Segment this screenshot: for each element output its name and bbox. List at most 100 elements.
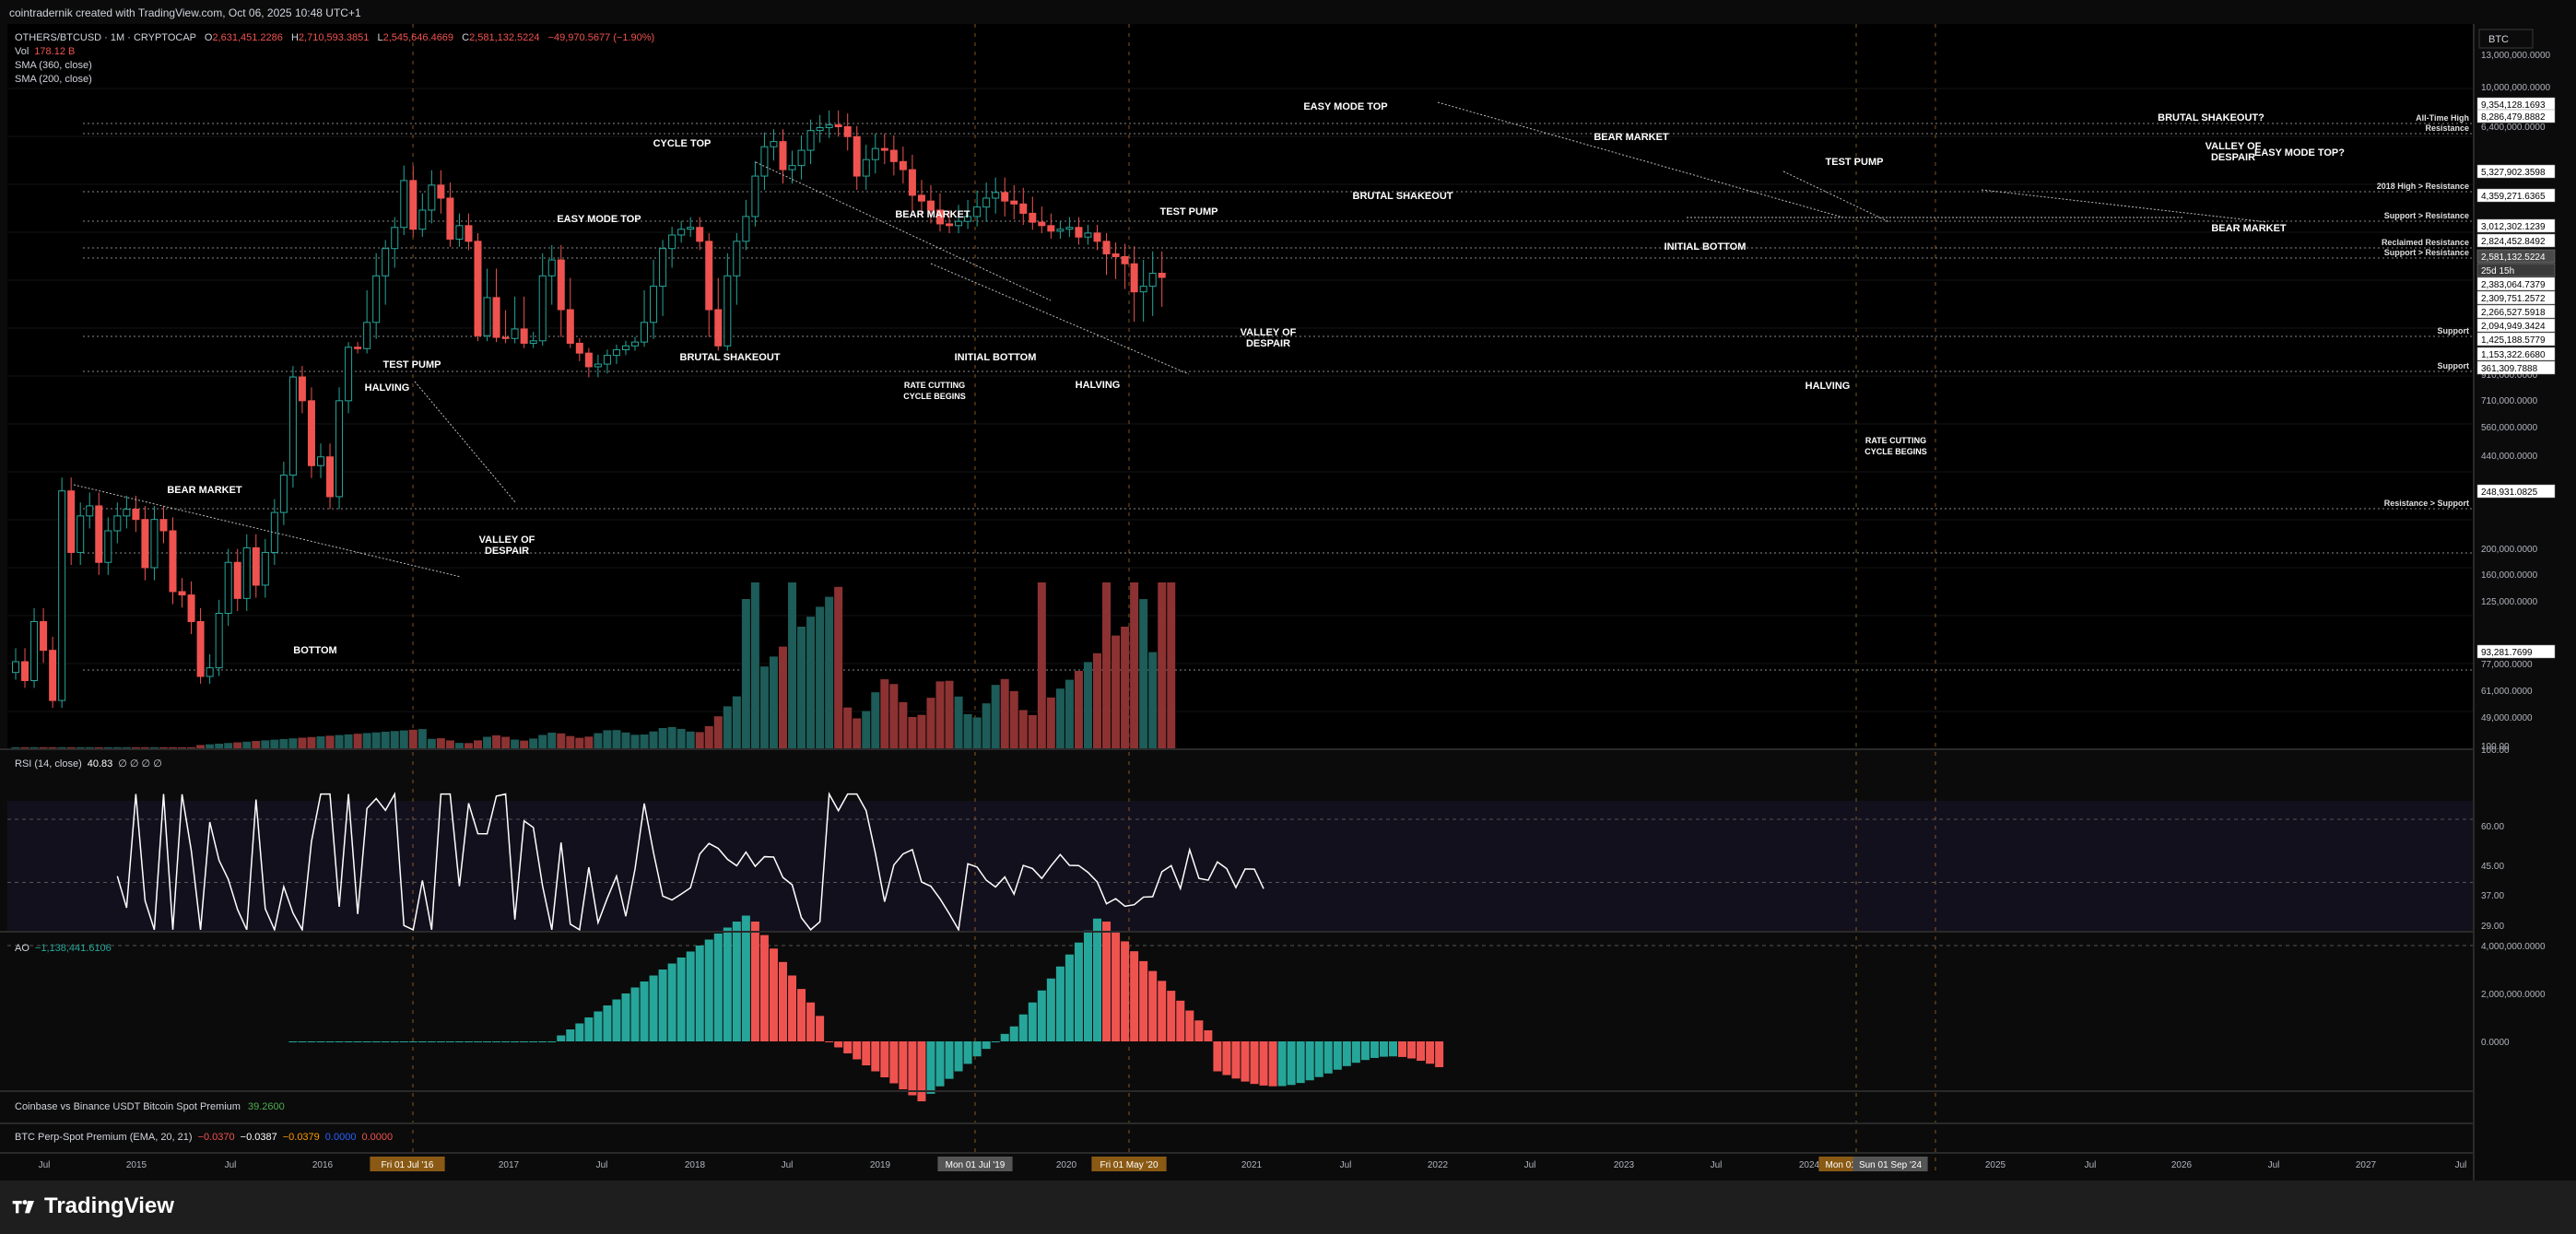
level-tag-value: 1,425,188.5779	[2481, 335, 2546, 346]
volume-bars	[11, 582, 1176, 748]
volume-bar	[732, 696, 741, 748]
ao-bar	[935, 1041, 945, 1087]
volume-bar	[233, 742, 242, 748]
annotation-label: HALVING	[1076, 380, 1121, 391]
tradingview-logo-icon	[12, 1200, 34, 1214]
volume-bar	[215, 743, 224, 748]
ao-bar	[1037, 990, 1046, 1041]
annotation-label: BEAR MARKET	[1594, 132, 1669, 143]
volume-bar	[483, 736, 492, 748]
level-tag-value: 361,309.7888	[2481, 364, 2538, 374]
volume-bar	[307, 736, 316, 748]
candle-body	[196, 620, 205, 677]
candle-body	[86, 505, 94, 517]
volume-bar	[298, 737, 307, 748]
time-axis-label: Jul	[2455, 1160, 2467, 1170]
price-axis-label: 61,000.0000	[2481, 687, 2533, 697]
level-tag-value: 2,383,064.7379	[2481, 280, 2546, 290]
ao-bar	[538, 1041, 547, 1042]
candle-body	[788, 165, 796, 170]
candle-body	[409, 180, 418, 230]
candle-body	[159, 519, 168, 532]
ao-bar	[566, 1029, 575, 1041]
candle-body	[641, 322, 649, 343]
volume-bar	[954, 696, 963, 748]
ao-bar	[603, 1005, 612, 1041]
volume-bar	[1112, 635, 1121, 748]
currency-button[interactable]	[2478, 29, 2534, 49]
rsi-axis-label: 60.00	[2481, 822, 2504, 832]
annotation-label: BRUTAL SHAKEOUT?	[2158, 112, 2264, 123]
ao-bar	[1277, 1041, 1287, 1087]
ao-bar	[520, 1041, 529, 1042]
ao-bar	[788, 975, 797, 1041]
ao-bar	[1158, 981, 1167, 1041]
ao-bar	[1167, 991, 1176, 1041]
volume-bar	[408, 729, 418, 748]
ao-bar	[667, 963, 676, 1041]
level-tag-value: 248,931.0825	[2481, 488, 2538, 498]
candle-body	[104, 530, 112, 563]
premium1-legend: Coinbase vs Binance USDT Bitcoin Spot Pr…	[15, 1101, 285, 1112]
annotation-label: RATE CUTTING CYCLE BEGINS	[1864, 436, 1927, 456]
candle-body	[687, 227, 695, 230]
volume-bar	[538, 735, 547, 748]
ao-bar	[945, 1041, 954, 1079]
volume-bar	[1083, 662, 1092, 748]
annotation-label: TEST PUMP	[383, 359, 441, 370]
volume-bar	[676, 728, 686, 748]
volume-bar	[29, 746, 39, 748]
ao-bar	[917, 1041, 926, 1101]
level-label: All-Time High	[2416, 113, 2469, 123]
price-axis-label: 77,000.0000	[2481, 660, 2533, 670]
ao-bar	[288, 1041, 298, 1042]
time-axis-label: 2019	[870, 1160, 891, 1170]
rsi-axis-label: 100.00	[2481, 746, 2510, 756]
time-axis-label: 2017	[499, 1160, 520, 1170]
volume-bar	[122, 746, 131, 748]
volume-bar	[741, 599, 750, 748]
candle-body	[30, 620, 39, 682]
volume-bar	[445, 740, 454, 748]
volume-bar	[206, 744, 215, 748]
volume-bar	[834, 586, 843, 748]
candle-body	[825, 124, 833, 129]
candle-body	[917, 194, 925, 202]
candle-body	[760, 146, 769, 177]
candle-body	[382, 248, 390, 276]
ao-bar	[584, 1017, 594, 1041]
ao-bar	[816, 1016, 825, 1041]
candle-body	[733, 241, 741, 276]
candle-body	[1056, 229, 1065, 232]
ao-bar	[353, 1041, 362, 1042]
ao-bar	[880, 1041, 889, 1077]
ao-bar	[464, 1041, 473, 1042]
candle-body	[677, 229, 686, 236]
annotation-label: BRUTAL SHAKEOUT	[1353, 191, 1453, 202]
ao-axis-label: 0.0000	[2481, 1038, 2510, 1048]
ao-bar	[1259, 1041, 1268, 1086]
candle-body	[1010, 200, 1018, 205]
annotation-label: BEAR MARKET	[2211, 223, 2287, 234]
candle-body	[354, 347, 362, 349]
volume-bar	[547, 732, 557, 748]
candle-body	[113, 515, 122, 532]
candle-body	[400, 180, 408, 229]
volume-bar	[1000, 678, 1009, 748]
level-label: Support	[2438, 361, 2470, 370]
candle-body	[880, 147, 888, 151]
candle-body	[1038, 221, 1046, 227]
ao-bar	[1342, 1041, 1351, 1066]
ao-axis-label: 2,000,000.0000	[2481, 990, 2546, 1000]
volume-bar	[187, 746, 196, 748]
volume-bar	[39, 746, 48, 748]
candle-body	[1112, 253, 1120, 257]
ao-bar	[1351, 1041, 1360, 1064]
level-tag-value: 4,359,271.6365	[2481, 192, 2546, 202]
ao-bar	[1287, 1041, 1296, 1086]
ao-bar	[862, 1041, 871, 1065]
level-tag-value: 3,012,302.1239	[2481, 222, 2546, 232]
ao-bar	[1083, 930, 1092, 1041]
volume-bar	[178, 746, 187, 748]
